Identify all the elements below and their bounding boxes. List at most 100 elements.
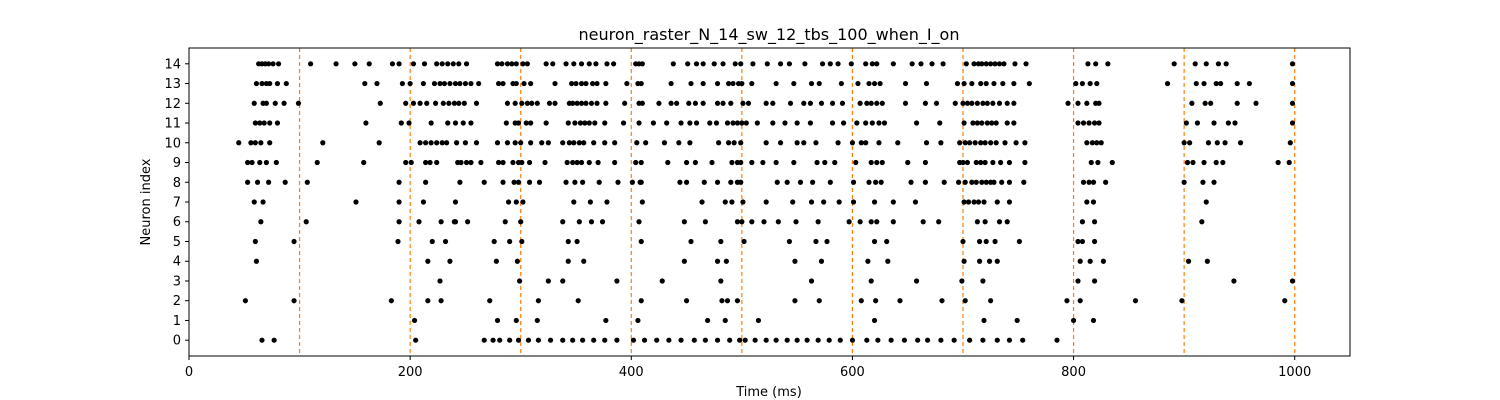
spike-point xyxy=(500,159,506,166)
spike-point xyxy=(885,258,891,264)
spike-point xyxy=(304,179,310,185)
spike-point xyxy=(865,258,871,264)
spike-point xyxy=(251,100,257,106)
spike-point xyxy=(874,219,880,225)
spike-point xyxy=(983,238,989,245)
spike-point xyxy=(996,61,1003,67)
spike-point xyxy=(576,219,582,225)
spike-point xyxy=(1094,80,1100,87)
spike-point xyxy=(552,80,558,87)
spike-point xyxy=(437,278,443,284)
y-tick-label: 9 xyxy=(173,156,181,171)
spike-point xyxy=(1204,258,1210,264)
spike-point xyxy=(964,159,971,166)
spike-point xyxy=(428,120,434,126)
spike-point xyxy=(361,159,367,166)
spike-point xyxy=(500,80,506,87)
spike-point xyxy=(835,140,841,146)
spike-point xyxy=(571,140,577,146)
spike-point xyxy=(704,317,711,324)
spike-point xyxy=(718,278,724,284)
spike-point xyxy=(674,100,680,106)
spike-point xyxy=(643,140,649,146)
spike-point xyxy=(639,199,645,205)
spike-point xyxy=(445,61,451,67)
spike-point xyxy=(263,159,269,166)
spike-point xyxy=(787,100,794,106)
spike-point xyxy=(314,159,320,166)
spike-point xyxy=(564,159,570,166)
y-tick-label: 2 xyxy=(173,294,181,309)
spike-point xyxy=(922,159,929,166)
spike-point xyxy=(1079,80,1086,87)
spike-point xyxy=(734,298,741,304)
spike-point xyxy=(879,100,885,106)
spike-point xyxy=(720,61,726,67)
spike-point xyxy=(794,337,800,343)
spike-point xyxy=(440,100,446,106)
spike-point xyxy=(770,100,776,106)
spike-point xyxy=(1022,159,1028,166)
spike-point xyxy=(1088,159,1094,166)
spike-point xyxy=(547,337,554,343)
spike-point xyxy=(376,140,382,146)
spike-point xyxy=(1289,80,1296,87)
spike-point xyxy=(1073,80,1079,87)
spike-point xyxy=(937,120,943,126)
spike-point xyxy=(676,140,682,146)
spike-point xyxy=(815,219,821,225)
spike-point xyxy=(270,61,276,67)
spike-point xyxy=(992,238,998,245)
spike-point xyxy=(580,179,586,185)
spike-point xyxy=(976,258,983,264)
spike-point xyxy=(994,199,1000,205)
spike-point xyxy=(863,61,869,67)
spike-point xyxy=(438,219,444,225)
spike-point xyxy=(683,159,690,166)
spike-point xyxy=(468,80,474,87)
spike-point xyxy=(254,179,261,185)
spike-point xyxy=(749,159,755,166)
spike-point xyxy=(411,317,418,324)
spike-point xyxy=(438,298,444,304)
spike-point xyxy=(417,140,423,146)
spike-point xyxy=(1222,140,1228,146)
spike-point xyxy=(570,159,576,166)
spike-point xyxy=(1234,80,1240,87)
spike-point xyxy=(990,100,996,106)
plot-area xyxy=(189,48,1350,356)
spike-point xyxy=(523,120,529,126)
spike-point xyxy=(979,179,985,185)
spike-point xyxy=(525,337,532,343)
spike-point xyxy=(1002,140,1008,146)
spike-point xyxy=(1192,61,1198,67)
spike-point xyxy=(681,258,687,264)
spike-point xyxy=(638,159,644,166)
spike-point xyxy=(1289,278,1296,284)
spike-point xyxy=(363,120,369,126)
spike-point xyxy=(1100,258,1107,264)
spike-point xyxy=(1205,140,1212,146)
spike-point xyxy=(922,179,929,185)
spike-point xyxy=(1287,140,1293,146)
spike-point xyxy=(687,140,693,146)
spike-point xyxy=(740,100,746,106)
spike-point xyxy=(638,298,644,304)
spike-point xyxy=(560,140,566,146)
spike-point xyxy=(1183,120,1189,126)
spike-point xyxy=(604,199,610,205)
spike-point xyxy=(1289,100,1296,106)
spike-point xyxy=(520,199,526,205)
spike-point xyxy=(427,159,433,166)
spike-point xyxy=(434,140,440,146)
spike-point xyxy=(591,140,597,146)
spike-point xyxy=(444,140,450,146)
spike-point xyxy=(821,199,827,205)
spike-point xyxy=(890,61,896,67)
spike-point xyxy=(687,120,693,126)
x-tick-label: 400 xyxy=(619,365,644,380)
spike-point xyxy=(764,61,770,67)
spike-point xyxy=(951,337,957,343)
spike-point xyxy=(939,298,945,304)
spike-point xyxy=(1086,120,1092,126)
